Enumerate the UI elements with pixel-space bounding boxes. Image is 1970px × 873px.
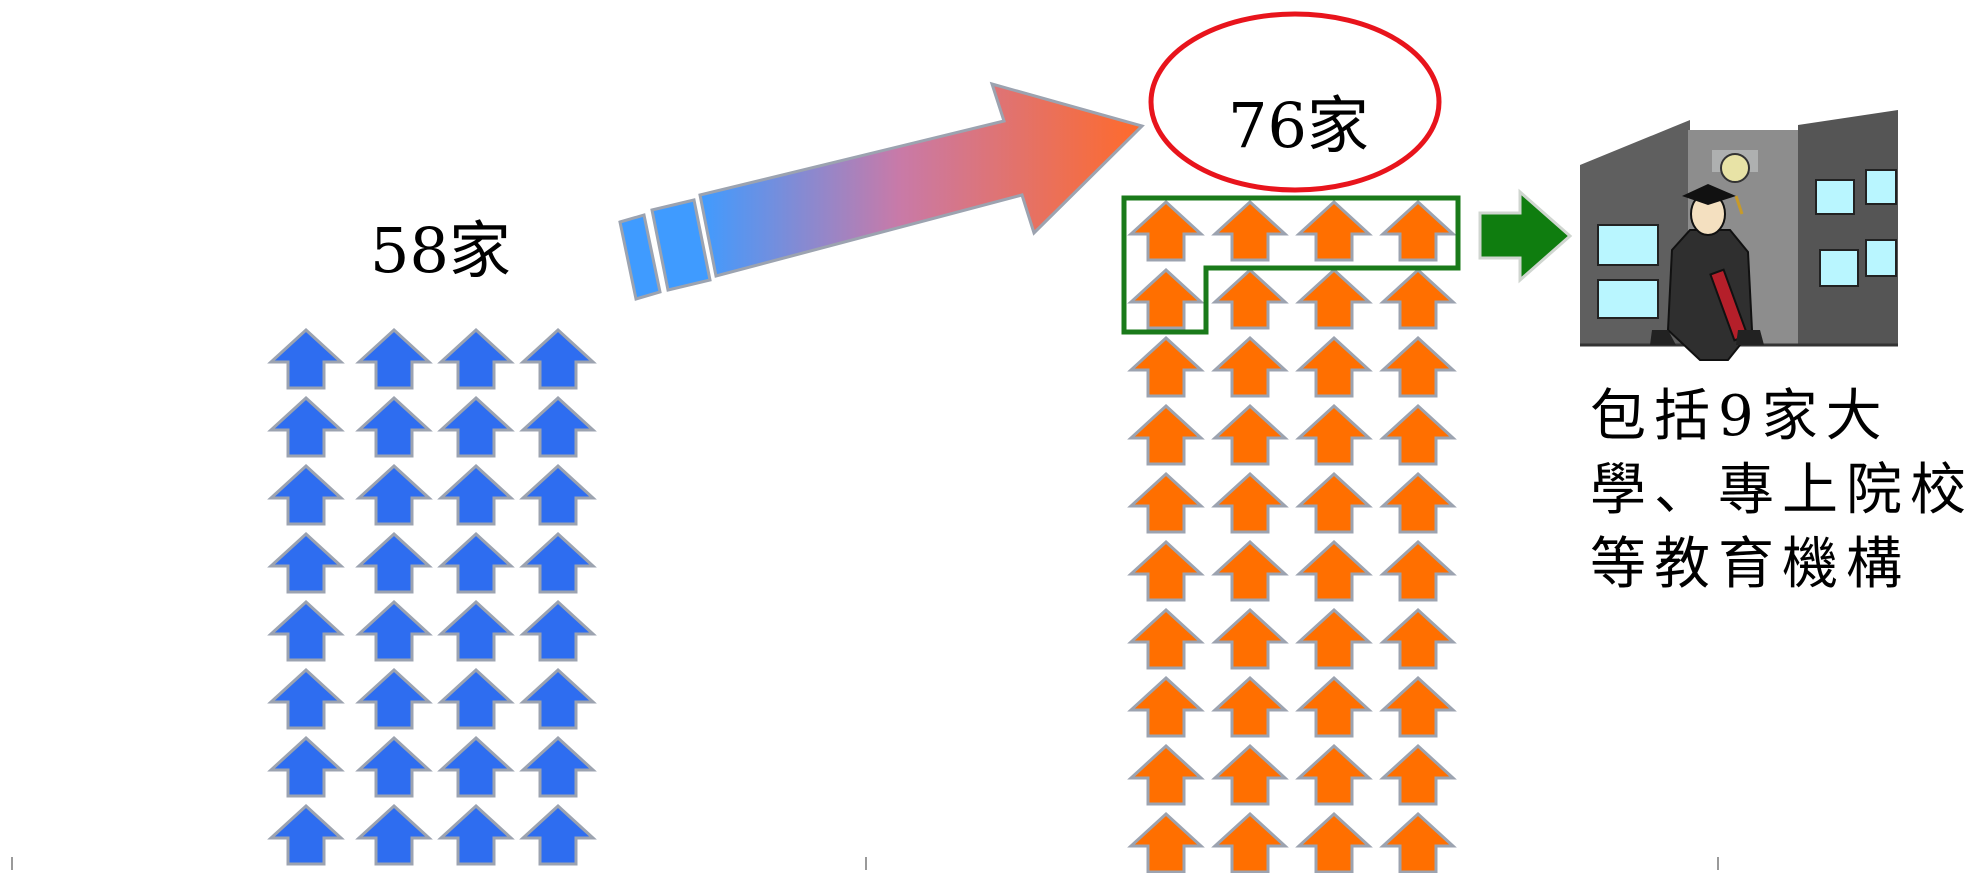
up-arrow-icon — [441, 806, 511, 864]
up-arrow-icon — [1215, 678, 1285, 736]
green-right-arrow-icon — [1480, 192, 1570, 280]
up-arrow-icon — [1131, 746, 1201, 804]
up-arrow-icon — [1215, 814, 1285, 872]
up-arrow-icon — [1383, 338, 1453, 396]
up-arrow-icon — [1215, 338, 1285, 396]
up-arrow-icon — [359, 534, 429, 592]
up-arrow-icon — [359, 466, 429, 524]
up-arrow-icon — [1131, 610, 1201, 668]
note-line: 等教育機構 — [1590, 528, 1970, 602]
up-arrow-icon — [1299, 270, 1369, 328]
up-arrow-icon — [441, 738, 511, 796]
after-count-label: 76家 — [1228, 75, 1369, 165]
note-line: 學、專上院校 — [1590, 454, 1970, 528]
up-arrow-icon — [1215, 474, 1285, 532]
up-arrow-icon — [1131, 678, 1201, 736]
up-arrow-icon — [1131, 542, 1201, 600]
up-arrow-icon — [271, 602, 341, 660]
up-arrow-icon — [523, 466, 593, 524]
up-arrow-icon — [523, 670, 593, 728]
up-arrow-icon — [523, 738, 593, 796]
up-arrow-icon — [359, 738, 429, 796]
up-arrow-icon — [523, 330, 593, 388]
up-arrow-icon — [1383, 270, 1453, 328]
up-arrow-icon — [271, 738, 341, 796]
up-arrow-icon — [1383, 202, 1453, 260]
up-arrow-icon — [1383, 474, 1453, 532]
up-arrow-icon — [271, 670, 341, 728]
up-arrow-icon — [441, 466, 511, 524]
up-arrow-icon — [441, 330, 511, 388]
up-arrow-icon — [1299, 202, 1369, 260]
up-arrow-icon — [441, 398, 511, 456]
up-arrow-icon — [1299, 678, 1369, 736]
up-arrow-icon — [1215, 270, 1285, 328]
up-arrow-icon — [1131, 406, 1201, 464]
up-arrow-icon — [271, 466, 341, 524]
up-arrow-icon — [441, 602, 511, 660]
up-arrow-icon — [271, 398, 341, 456]
up-arrow-icon — [523, 806, 593, 864]
up-arrow-icon — [1299, 746, 1369, 804]
up-arrow-icon — [1215, 746, 1285, 804]
up-arrow-icon — [359, 670, 429, 728]
up-arrow-icon — [1215, 610, 1285, 668]
after-arrow-grid — [1131, 202, 1453, 872]
up-arrow-icon — [271, 534, 341, 592]
up-arrow-icon — [1131, 202, 1201, 260]
note-text: 包括9家大 學、專上院校 等教育機構 — [1590, 380, 1970, 602]
up-arrow-icon — [523, 398, 593, 456]
up-arrow-icon — [271, 330, 341, 388]
up-arrow-icon — [1383, 678, 1453, 736]
up-arrow-icon — [441, 534, 511, 592]
up-arrow-icon — [271, 806, 341, 864]
up-arrow-icon — [1131, 270, 1201, 328]
baseline-ticks — [12, 857, 1718, 870]
up-arrow-icon — [1383, 814, 1453, 872]
up-arrow-icon — [1299, 406, 1369, 464]
up-arrow-icon — [1383, 746, 1453, 804]
up-arrow-icon — [1299, 338, 1369, 396]
up-arrow-icon — [1299, 542, 1369, 600]
up-arrow-icon — [1131, 814, 1201, 872]
up-arrow-icon — [1299, 610, 1369, 668]
up-arrow-icon — [359, 398, 429, 456]
up-arrow-icon — [441, 670, 511, 728]
up-arrow-icon — [1383, 610, 1453, 668]
school-building-with-graduate-icon — [1580, 110, 1898, 360]
up-arrow-icon — [1383, 542, 1453, 600]
before-arrow-grid — [271, 330, 593, 864]
up-arrow-icon — [359, 330, 429, 388]
up-arrow-icon — [1215, 542, 1285, 600]
gradient-arrow-icon — [620, 84, 1142, 299]
up-arrow-icon — [1299, 474, 1369, 532]
up-arrow-icon — [523, 534, 593, 592]
up-arrow-icon — [1215, 406, 1285, 464]
up-arrow-icon — [1383, 406, 1453, 464]
up-arrow-icon — [359, 806, 429, 864]
before-count-label: 58家 — [370, 200, 511, 290]
up-arrow-icon — [1131, 474, 1201, 532]
note-line: 包括9家大 — [1590, 380, 1970, 454]
up-arrow-icon — [523, 602, 593, 660]
up-arrow-icon — [359, 602, 429, 660]
up-arrow-icon — [1131, 338, 1201, 396]
up-arrow-icon — [1299, 814, 1369, 872]
up-arrow-icon — [1215, 202, 1285, 260]
